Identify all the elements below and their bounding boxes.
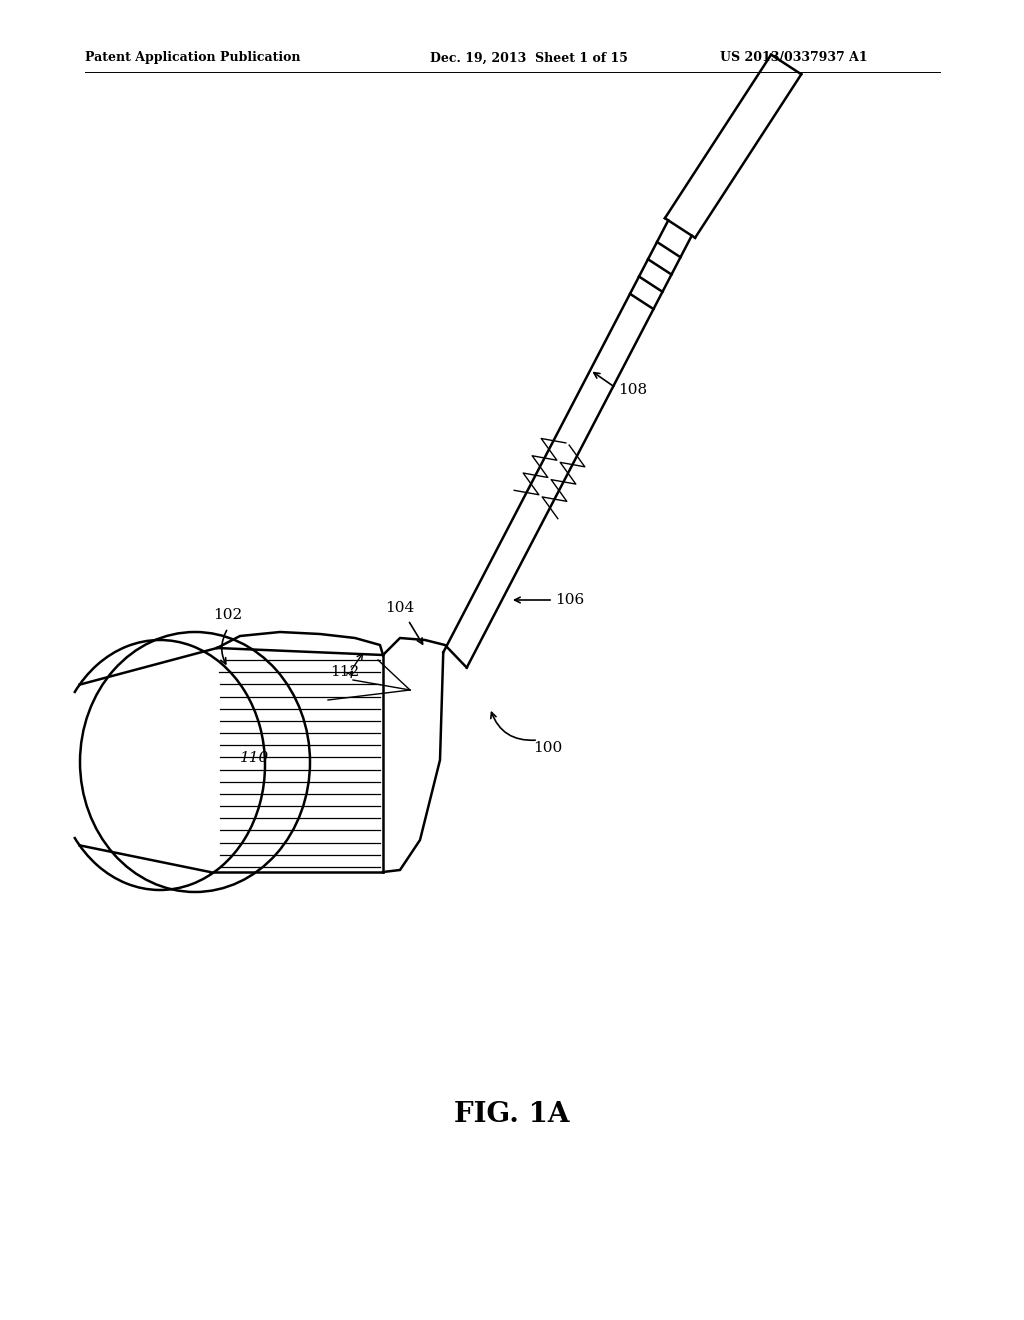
Text: 108: 108 — [618, 383, 647, 397]
Text: 110: 110 — [241, 751, 269, 766]
Text: Dec. 19, 2013  Sheet 1 of 15: Dec. 19, 2013 Sheet 1 of 15 — [430, 51, 628, 65]
Text: 102: 102 — [213, 609, 243, 622]
Text: Patent Application Publication: Patent Application Publication — [85, 51, 300, 65]
Text: FIG. 1A: FIG. 1A — [455, 1101, 569, 1129]
Text: 112: 112 — [330, 665, 359, 678]
Text: 106: 106 — [555, 593, 585, 607]
Text: 100: 100 — [534, 741, 562, 755]
Text: US 2013/0337937 A1: US 2013/0337937 A1 — [720, 51, 867, 65]
Text: 104: 104 — [385, 601, 415, 615]
